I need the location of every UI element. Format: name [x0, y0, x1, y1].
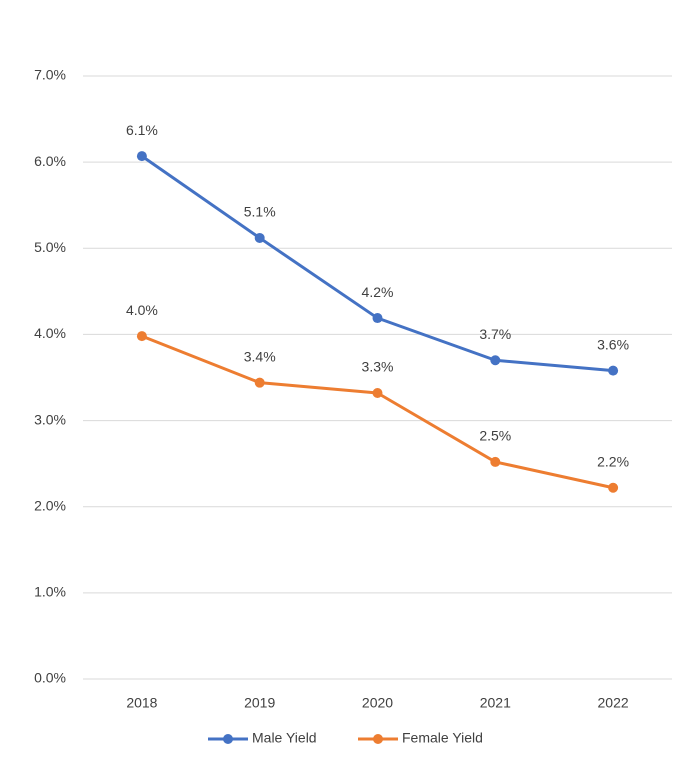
data-point	[254, 377, 265, 388]
data-point	[254, 232, 265, 243]
data-point	[136, 331, 147, 342]
data-point	[136, 151, 147, 162]
legend-label: Female Yield	[402, 730, 483, 746]
y-tick-label: 2.0%	[34, 497, 66, 513]
data-point	[608, 365, 619, 376]
x-tick-label: 2021	[480, 695, 511, 711]
data-label: 2.5%	[479, 428, 511, 444]
x-tick-label: 2018	[126, 695, 157, 711]
x-tick-label: 2019	[244, 695, 275, 711]
data-label: 3.3%	[362, 359, 394, 375]
series-line	[141, 154, 614, 373]
y-tick-label: 4.0%	[34, 325, 66, 341]
data-point	[490, 456, 501, 467]
data-point	[490, 355, 501, 366]
data-label: 4.0%	[126, 302, 158, 318]
legend-label: Male Yield	[252, 730, 317, 746]
y-tick-label: 1.0%	[34, 584, 66, 600]
y-tick-label: 7.0%	[34, 67, 66, 83]
data-point	[608, 482, 619, 493]
x-tick-label: 2022	[598, 695, 629, 711]
legend-marker	[223, 734, 233, 744]
y-tick-label: 6.0%	[34, 153, 66, 169]
data-label: 3.6%	[597, 336, 629, 352]
data-label: 3.7%	[479, 326, 511, 342]
data-point	[372, 313, 383, 324]
data-label: 6.1%	[126, 122, 158, 138]
x-tick-label: 2020	[362, 695, 393, 711]
y-tick-label: 5.0%	[34, 239, 66, 255]
data-label: 2.2%	[597, 453, 629, 469]
data-label: 3.4%	[244, 348, 276, 364]
data-label: 4.2%	[362, 284, 394, 300]
y-tick-label: 3.0%	[34, 411, 66, 427]
y-tick-label: 0.0%	[34, 670, 66, 686]
data-label: 5.1%	[244, 204, 276, 220]
data-point	[372, 388, 383, 399]
legend-marker	[373, 734, 383, 744]
